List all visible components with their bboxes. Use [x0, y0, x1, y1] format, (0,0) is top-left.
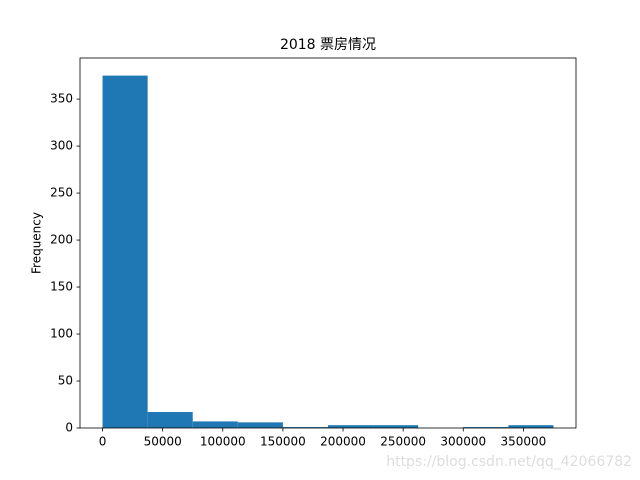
bar: [282, 427, 328, 428]
y-tick-label: 200: [50, 233, 73, 247]
x-tick-label: 100000: [200, 435, 246, 449]
bar: [328, 425, 374, 428]
x-tick-label: 0: [99, 435, 107, 449]
bar: [508, 425, 554, 428]
y-tick-label: 50: [58, 374, 73, 388]
bar: [463, 427, 509, 428]
bar: [192, 421, 238, 428]
x-tick-label: 150000: [260, 435, 306, 449]
x-tick-label: 50000: [144, 435, 182, 449]
x-tick-label: 200000: [320, 435, 366, 449]
y-tick-label: 0: [65, 421, 73, 435]
plot-frame: [79, 57, 577, 429]
watermark: https://blog.csdn.net/qq_42066782: [386, 454, 632, 470]
x-tick-label: 250000: [380, 435, 426, 449]
bar: [102, 75, 148, 428]
y-axis-label: Frequency: [30, 212, 44, 274]
y-tick-label: 150: [50, 280, 73, 294]
y-tick-label: 350: [50, 92, 73, 106]
y-tick-label: 250: [50, 186, 73, 200]
chart-title: 2018 票房情况: [280, 37, 376, 53]
y-tick-label: 300: [50, 139, 73, 153]
x-tick-label: 350000: [500, 435, 546, 449]
bar: [237, 422, 283, 428]
y-tick-label: 100: [50, 327, 73, 341]
bar: [373, 425, 419, 428]
x-tick-label: 300000: [440, 435, 486, 449]
bar: [147, 412, 193, 428]
